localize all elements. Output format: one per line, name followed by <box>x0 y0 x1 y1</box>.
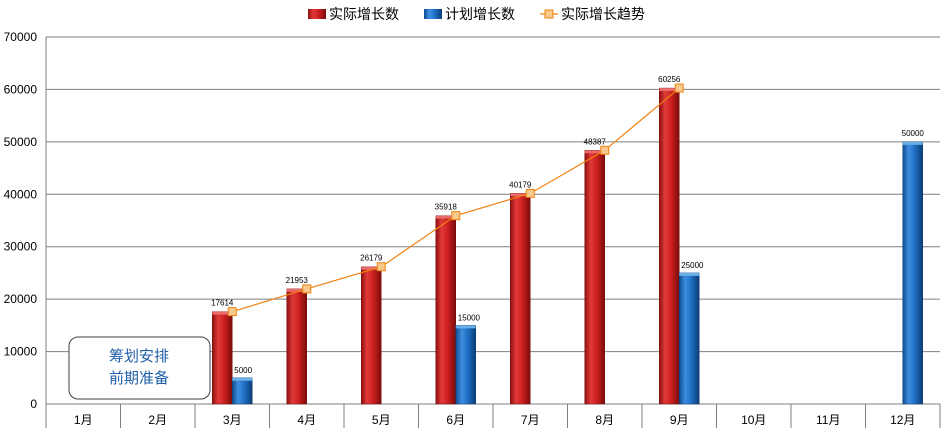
trend-marker <box>376 262 386 272</box>
bar-actual <box>286 288 307 405</box>
data-label: 21953 <box>286 276 309 285</box>
y-tick-label: 60000 <box>4 82 38 96</box>
bar-cap <box>232 377 253 381</box>
x-tick-label: 2月 <box>148 413 167 427</box>
data-label: 15000 <box>458 313 481 322</box>
x-tick-label: 4月 <box>297 413 316 427</box>
y-tick-label: 20000 <box>4 292 38 306</box>
x-tick-label: 6月 <box>446 413 465 427</box>
legend-label: 实际增长数 <box>329 7 399 23</box>
trend-marker <box>451 211 461 221</box>
y-tick-label: 0 <box>30 397 37 411</box>
y-tick-label: 50000 <box>4 135 38 149</box>
bar-cap <box>510 193 531 197</box>
data-label: 48387 <box>584 137 607 146</box>
data-label: 50000 <box>902 129 925 138</box>
data-label: 40179 <box>509 180 532 189</box>
bar-cap <box>361 266 382 270</box>
y-tick-label: 10000 <box>4 345 38 359</box>
bar-actual <box>435 215 456 405</box>
bar-actual <box>510 193 531 405</box>
bar-cap <box>902 141 923 145</box>
y-tick-label: 70000 <box>4 30 38 44</box>
annotation-line: 前期准备 <box>109 369 169 387</box>
bar-plan <box>679 272 700 405</box>
bar-cap <box>584 150 605 154</box>
x-tick-label: 5月 <box>372 413 391 427</box>
legend-label: 实际增长趋势 <box>561 7 645 23</box>
data-label: 5000 <box>234 366 252 375</box>
legend-swatch <box>424 9 442 19</box>
bar-cap <box>455 325 476 329</box>
annotation-line: 筹划安排 <box>109 347 169 365</box>
legend-label: 计划增长数 <box>445 7 515 23</box>
x-tick-label: 1月 <box>74 413 93 427</box>
bar-cap <box>212 311 233 315</box>
data-label: 17614 <box>211 299 234 308</box>
x-tick-label: 7月 <box>521 413 540 427</box>
x-tick-label: 12月 <box>890 413 915 427</box>
x-tick-label: 8月 <box>595 413 614 427</box>
x-tick-label: 10月 <box>741 413 766 427</box>
bar-plan <box>902 141 923 405</box>
bar-actual <box>659 87 680 405</box>
bar-cap <box>679 272 700 276</box>
legend-item: 实际增长数 <box>308 7 399 23</box>
legend-swatch <box>308 9 326 19</box>
x-tick-label: 11月 <box>816 413 840 427</box>
bar-cap <box>286 288 307 292</box>
annotation-box <box>68 336 211 400</box>
y-tick-label: 30000 <box>4 240 38 254</box>
legend-swatch-marker <box>544 9 554 19</box>
data-label: 25000 <box>681 261 704 270</box>
trend-marker <box>600 145 610 155</box>
trend-marker <box>525 188 535 198</box>
bar-actual <box>212 311 233 405</box>
trend-marker <box>674 83 684 93</box>
trend-marker <box>227 307 237 317</box>
data-label: 26179 <box>360 254 383 263</box>
legend-item: 计划增长数 <box>424 7 515 23</box>
bar-plan <box>232 377 253 405</box>
x-tick-label: 3月 <box>223 413 242 427</box>
data-label: 60256 <box>658 75 681 84</box>
bar-plan <box>455 325 476 405</box>
bar-actual <box>361 266 382 405</box>
bar-actual <box>584 150 605 405</box>
data-label: 35918 <box>435 203 458 212</box>
bar-cap <box>659 88 680 92</box>
x-tick-label: 9月 <box>670 413 689 427</box>
bar-cap <box>435 215 456 219</box>
legend-item: 实际增长趋势 <box>540 7 645 23</box>
trend-marker <box>302 284 312 294</box>
y-tick-label: 40000 <box>4 187 38 201</box>
